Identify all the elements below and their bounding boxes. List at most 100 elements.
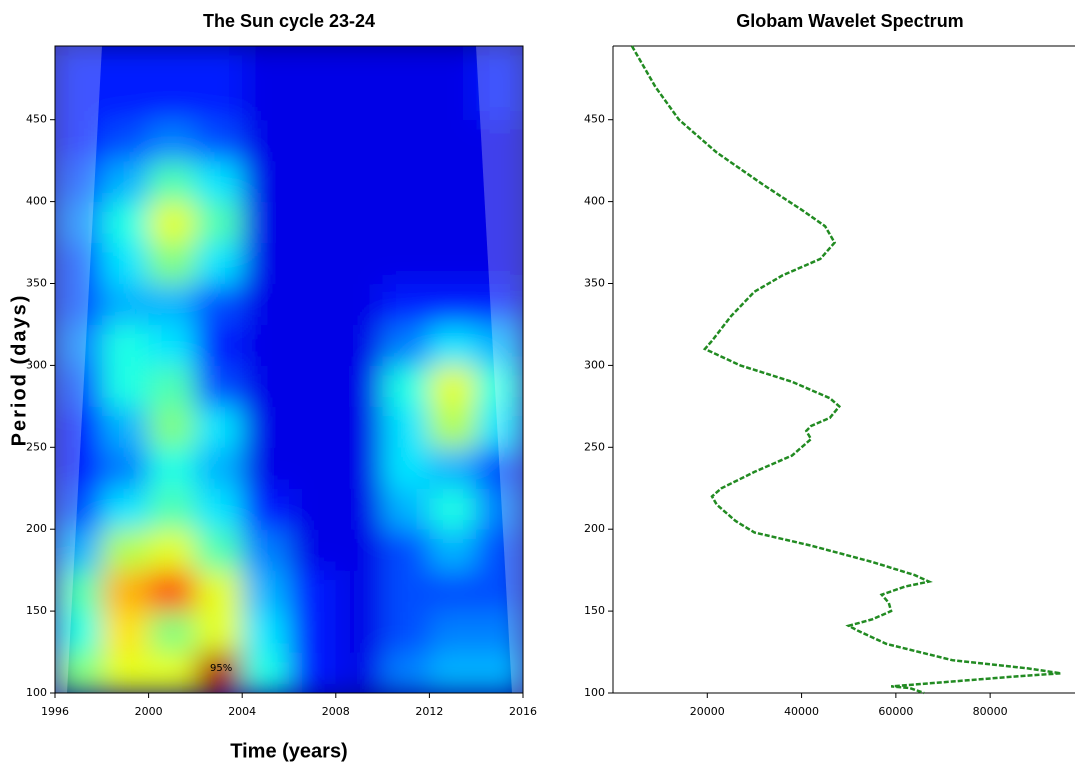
heatmap-cells [55,46,523,693]
heatmap-cell [476,488,523,530]
heatmap-cell [55,201,103,244]
heatmap-cell [429,447,477,489]
heatmap-cell [195,78,243,121]
heatmap-cell [476,570,523,612]
cone-of-influence [55,46,102,693]
heatmap-cell [148,46,196,80]
heatmap-cell [101,324,150,366]
heatmap-cell [476,365,523,407]
heatmap-cell [101,78,150,121]
heatmap-cell [242,160,290,203]
heatmap-cell [289,324,337,366]
x-tick-label: 2012 [415,705,443,718]
heatmap-cell [335,570,384,612]
heatmap-cell [429,242,477,285]
y-axis-label: Period (days) [8,294,30,447]
heatmap-cell [476,242,523,285]
y-tick-label: 150 [584,604,605,617]
heatmap-cell [382,242,430,285]
heatmap-cell [429,201,477,244]
heatmap-cell [289,160,337,203]
heatmap-cell [195,570,243,612]
heatmap-cell [335,78,384,121]
heatmap-cell [242,529,290,571]
spectrum-line [630,45,1062,695]
heatmap-cell [55,160,103,203]
heatmap-cell [382,570,430,612]
heatmap-cell [195,119,243,162]
heatmap-cell [242,46,290,80]
heatmap-cell [148,365,196,407]
heatmap-cell [242,652,290,693]
y-tick-label: 250 [584,440,605,453]
heatmap-cell [101,652,150,693]
heatmap-cell [242,570,290,612]
heatmap-cell [55,283,103,325]
heatmap-cell [195,447,243,489]
heatmap-cell [335,119,384,162]
heatmap-cell [242,119,290,162]
heatmap-cell [476,160,523,203]
heatmap-cell [289,611,337,653]
heatmap-cell [148,529,196,571]
heatmap-cell [429,365,477,407]
heatmap-cell [476,201,523,244]
heatmap-cell [55,242,103,285]
heatmap-cell [195,242,243,285]
heatmap-cell [289,242,337,285]
heatmap-cell [335,611,384,653]
y-tick-label: 300 [584,358,605,371]
heatmap-cell [382,365,430,407]
heatmap-cell [429,488,477,530]
heatmap-cell [429,652,477,693]
heatmap-cell [335,324,384,366]
heatmap-cell [242,78,290,121]
heatmap-cell [335,46,384,80]
heatmap-cell [101,365,150,407]
heatmap-cell [101,242,150,285]
heatmap-cell [476,46,523,80]
y-tick-label: 250 [26,440,47,453]
heatmap-cell [382,160,430,203]
x-axis-label: Time (years) [230,740,347,762]
heatmap-cell [289,652,337,693]
x-tick-label: 80000 [973,705,1008,718]
heatmap-cell [289,365,337,407]
heatmap-cell [195,160,243,203]
heatmap-cell [289,570,337,612]
heatmap-cell [148,201,196,244]
heatmap-cell [382,488,430,530]
heatmap-cell [382,529,430,571]
chart-title: The Sun cycle 23-24 [203,11,375,31]
heatmap-cell [382,406,430,448]
heatmap-cell [476,324,523,366]
heatmap-cell [476,652,523,693]
heatmap-cell [148,283,196,325]
x-tick-label: 2008 [322,705,350,718]
heatmap-cell [289,46,337,80]
y-tick-label: 450 [26,113,47,126]
heatmap-cell [148,447,196,489]
heatmap-cell [382,447,430,489]
heatmap-cell [335,283,384,325]
heatmap-cell [55,119,103,162]
heatmap-cell [429,529,477,571]
y-tick-label: 450 [584,113,605,126]
x-tick-label: 20000 [690,705,725,718]
x-tick-label: 2000 [135,705,163,718]
heatmap-cell [195,652,243,693]
heatmap-cell [195,365,243,407]
y-tick-label: 400 [584,195,605,208]
heatmap-area [55,46,523,693]
heatmap-cell [55,652,103,693]
heatmap-cell [101,529,150,571]
heatmap-cell [55,78,103,121]
heatmap-cell [382,283,430,325]
annotation: 95% [210,663,232,674]
heatmap-cell [242,406,290,448]
heatmap-cell [289,406,337,448]
x-tick-label: 2016 [509,705,537,718]
heatmap-cell [382,324,430,366]
heatmap-cell [195,201,243,244]
